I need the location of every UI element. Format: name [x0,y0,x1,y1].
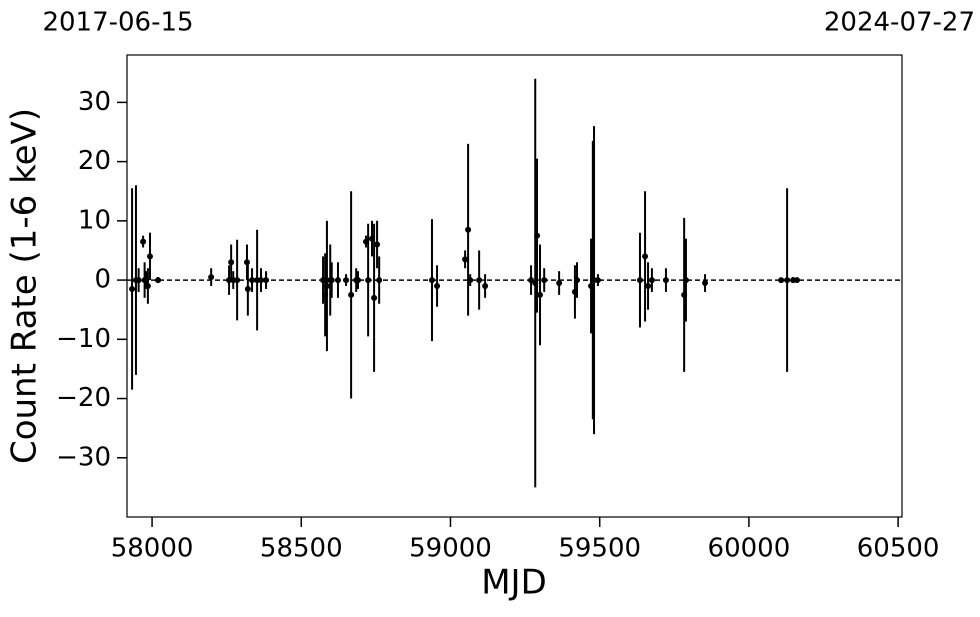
data-point [594,277,601,284]
data-point [144,283,151,289]
data-point [476,277,483,284]
data-point [328,277,335,284]
y-tick-label: 0 [94,265,111,295]
y-tick-label: −30 [56,442,111,472]
data-point [541,277,548,284]
data-point [462,256,469,263]
x-tick-label: 58500 [260,534,343,564]
data-point [228,259,235,266]
data-point [636,277,643,284]
data-point [374,241,381,248]
data-point [534,232,541,239]
data-point [702,280,709,287]
data-point [257,277,264,284]
data-point [778,277,785,284]
data-point [155,277,162,284]
plot-frame [126,54,903,518]
data-point [135,277,142,284]
data-point [428,277,435,284]
data-point [467,277,474,284]
data-point [482,283,489,289]
y-axis-label: Count Rate (1-6 keV) [5,108,45,464]
y-tick-label: −10 [56,324,111,354]
data-point [645,283,652,289]
data-point [682,277,689,284]
data-point [537,291,544,298]
y-tick-label: −20 [56,383,111,413]
data-point [434,283,441,289]
data-point [208,274,215,281]
data-point [365,277,372,284]
data-point [129,285,136,292]
data-point [784,277,791,284]
data-point [140,238,147,245]
data-point [556,280,563,287]
data-point [376,277,383,284]
data-point [323,283,330,289]
data-point [348,291,355,298]
data-point [662,277,669,284]
data-point [334,277,341,284]
y-tick-label: 20 [78,146,111,176]
x-tick-label: 59000 [409,534,492,564]
data-point [793,277,800,284]
data-point [263,277,270,284]
top-label: 2017-06-15 [42,8,193,38]
data-point [354,277,361,284]
data-point [146,253,153,260]
x-tick-label: 60500 [857,534,940,564]
data-point [528,277,535,284]
x-tick-label: 59500 [558,534,641,564]
data-point [642,253,649,260]
x-tick-label: 60000 [708,534,791,564]
data-point [343,277,350,284]
data-point [648,277,655,284]
top-label: 2024-07-27 [824,8,975,38]
data-point [465,226,472,233]
data-point [234,277,241,284]
x-axis-label: MJD [481,563,547,603]
data-point [371,294,378,301]
x-tick-label: 58000 [111,534,194,564]
data-point [249,277,256,284]
data-point [574,277,581,284]
y-tick-label: 10 [78,205,111,235]
y-tick-label: 30 [78,87,111,117]
data-point [244,285,251,292]
